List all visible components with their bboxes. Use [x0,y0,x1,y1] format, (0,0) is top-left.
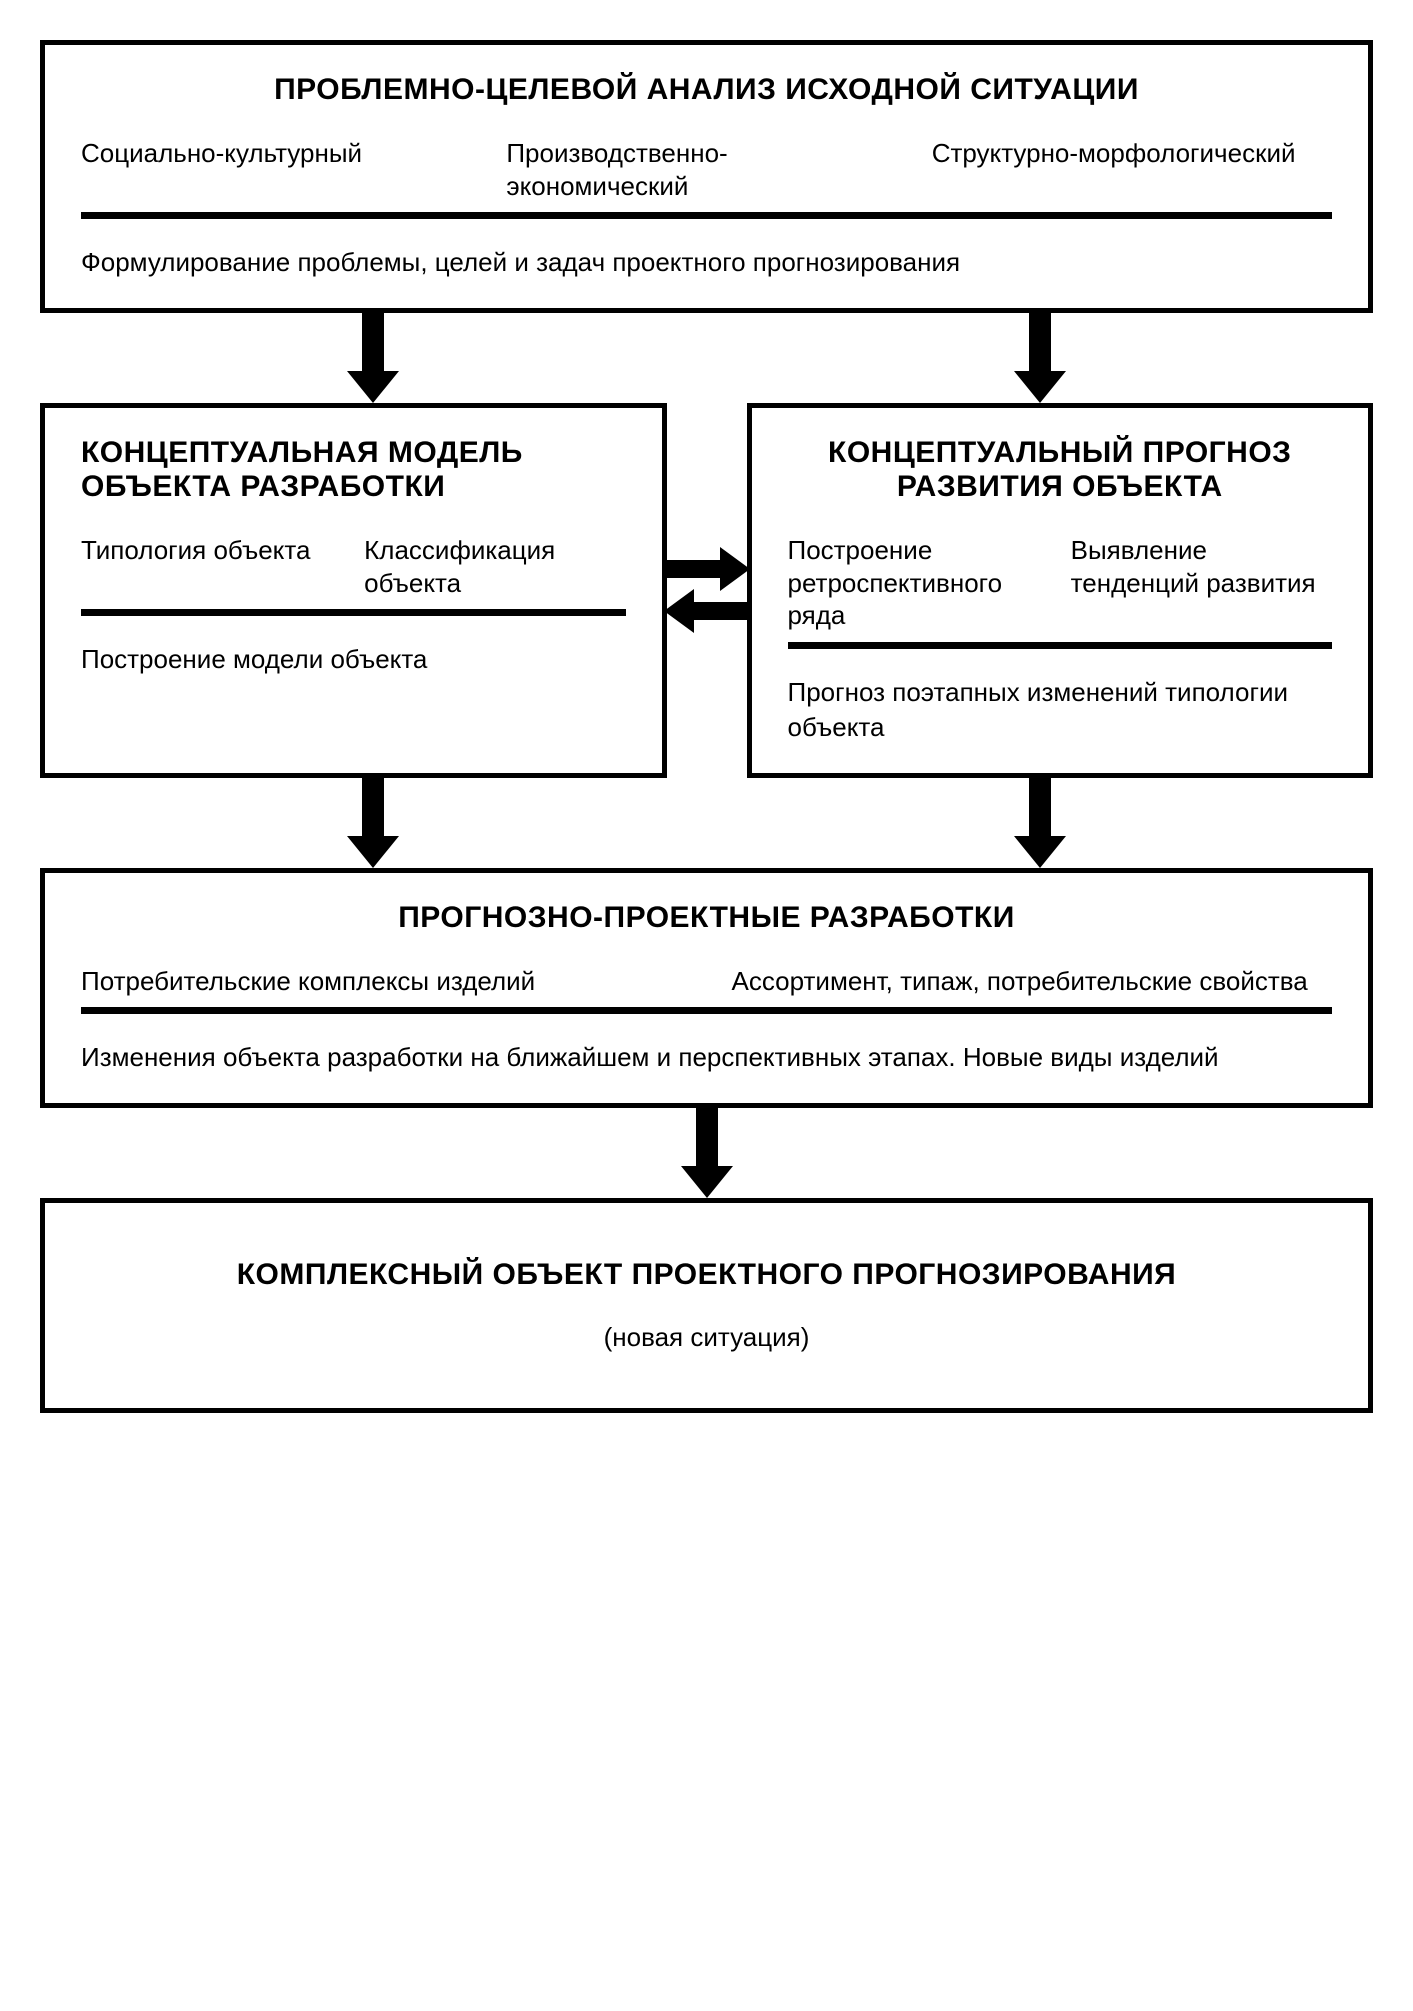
node-box-2: КОНЦЕПТУАЛЬНАЯ МОДЕЛЬ ОБЪЕКТА РАЗРАБОТКИ… [40,403,667,778]
box3-divider [788,642,1333,649]
box2-divider [81,609,626,616]
middle-row: КОНЦЕПТУАЛЬНАЯ МОДЕЛЬ ОБЪЕКТА РАЗРАБОТКИ… [40,403,1373,778]
box3-col2: Выявление тенденций развития [1071,534,1332,632]
box1-col1: Социально-культурный [81,137,481,202]
arrow-left-icon [662,597,752,625]
arrow-down-icon [358,778,388,868]
node-box-5: КОМПЛЕКСНЫЙ ОБЪЕКТ ПРОЕКТНОГО ПРОГНОЗИРО… [40,1198,1373,1413]
box1-bottom: Формулирование проблемы, целей и задач п… [81,245,1332,280]
node-box-1: ПРОБЛЕМНО-ЦЕЛЕВОЙ АНАЛИЗ ИСХОДНОЙ СИТУАЦ… [40,40,1373,313]
box1-col2: Производственно-экономический [506,137,906,202]
box2-title-line1: КОНЦЕПТУАЛЬНАЯ МОДЕЛЬ [81,436,523,469]
arrow-row-1 [40,313,1373,403]
box5-title: КОМПЛЕКСНЫЙ ОБЪЕКТ ПРОЕКТНОГО ПРОГНОЗИРО… [81,1258,1332,1292]
arrow-down-icon [692,1108,722,1198]
arrow-row-3 [40,1108,1373,1198]
arrow-down-icon [1025,778,1055,868]
box1-divider [81,212,1332,219]
node-box-4: ПРОГНОЗНО-ПРОЕКТНЫЕ РАЗРАБОТКИ Потребите… [40,868,1373,1109]
node-box-3: КОНЦЕПТУАЛЬНЫЙ ПРОГНОЗ РАЗВИТИЯ ОБЪЕКТА … [747,403,1374,778]
horizontal-arrows [667,403,747,778]
box3-title: КОНЦЕПТУАЛЬНЫЙ ПРОГНОЗ РАЗВИТИЯ ОБЪЕКТА [788,436,1333,504]
box3-col1: Построение ретроспективного ряда [788,534,1049,632]
box2-col2: Классификация объекта [364,534,625,599]
arrow-right-icon [662,555,752,583]
box4-columns: Потребительские комплексы изделий Ассорт… [81,965,1332,998]
box4-bottom: Изменения объекта разработки на ближайше… [81,1040,1332,1075]
arrow-down-icon [1025,313,1055,403]
box4-title: ПРОГНОЗНО-ПРОЕКТНЫЕ РАЗРАБОТКИ [81,901,1332,935]
box4-divider [81,1007,1332,1014]
box5-subtitle: (новая ситуация) [81,1322,1332,1353]
box1-title: ПРОБЛЕМНО-ЦЕЛЕВОЙ АНАЛИЗ ИСХОДНОЙ СИТУАЦ… [81,73,1332,107]
box2-col1: Типология объекта [81,534,342,599]
box3-bottom: Прогноз поэтапных изменений типологии об… [788,675,1333,745]
box3-columns: Построение ретроспективного ряда Выявлен… [788,534,1333,632]
box2-bottom: Построение модели объекта [81,642,626,677]
arrow-down-icon [358,313,388,403]
arrow-row-2 [40,778,1373,868]
box4-col2: Ассортимент, типаж, потребительские свой… [732,965,1332,998]
box2-title-line2: ОБЪЕКТА РАЗРАБОТКИ [81,470,445,503]
flowchart-diagram: ПРОБЛЕМНО-ЦЕЛЕВОЙ АНАЛИЗ ИСХОДНОЙ СИТУАЦ… [40,40,1373,1413]
box1-col3: Структурно-морфологический [932,137,1332,202]
box3-title-line2: РАЗВИТИЯ ОБЪЕКТА [897,470,1223,503]
box2-title: КОНЦЕПТУАЛЬНАЯ МОДЕЛЬ ОБЪЕКТА РАЗРАБОТКИ [81,436,626,504]
box1-columns: Социально-культурный Производственно-эко… [81,137,1332,202]
box2-columns: Типология объекта Классификация объекта [81,534,626,599]
box4-col1: Потребительские комплексы изделий [81,965,681,998]
box3-title-line1: КОНЦЕПТУАЛЬНЫЙ ПРОГНОЗ [828,436,1291,469]
